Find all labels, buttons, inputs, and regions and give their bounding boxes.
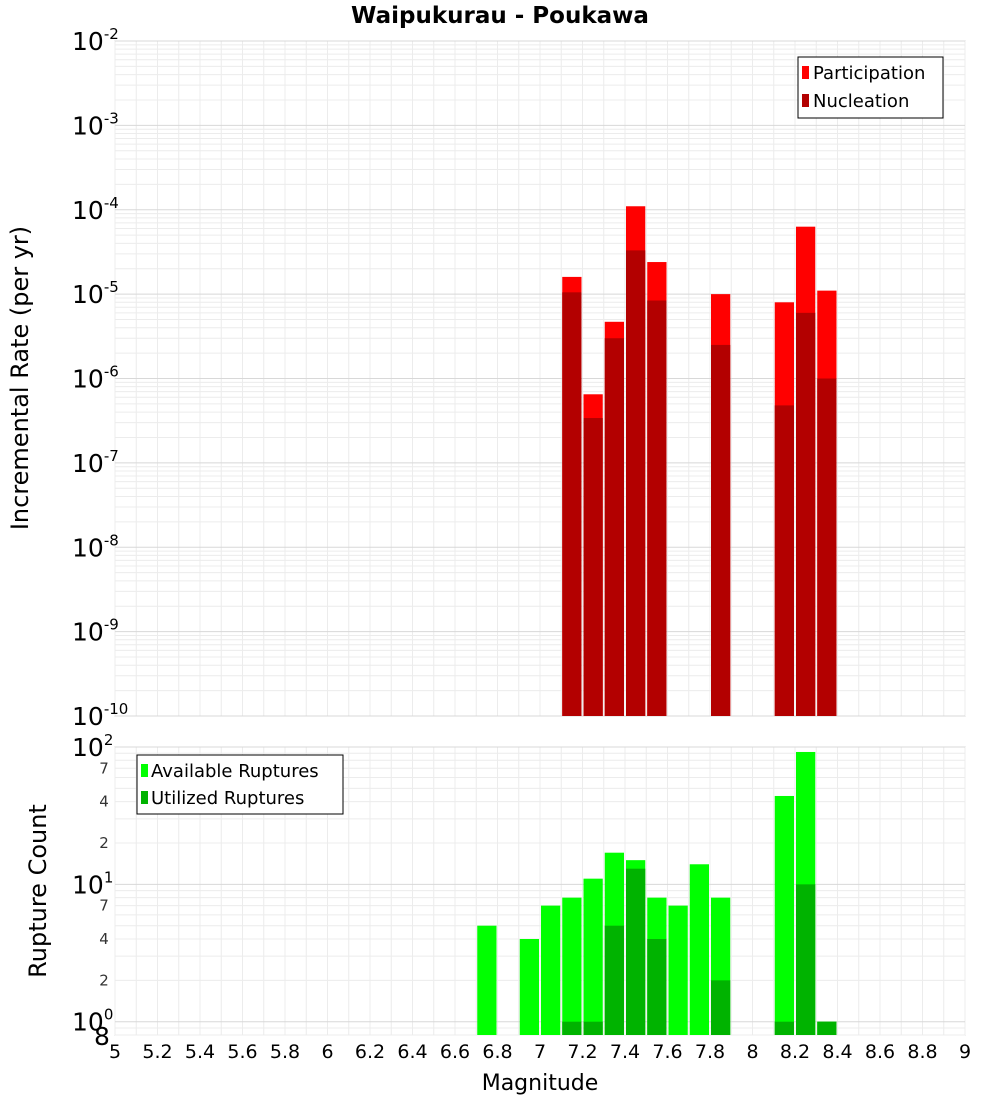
rate-y-tick-label: 10-10 [72, 700, 128, 731]
rate-y-tick-label: 10-5 [72, 278, 119, 309]
utilized-ruptures-bar [774, 1021, 794, 1035]
x-tick-label: 5.8 [270, 1041, 300, 1063]
utilized-ruptures-bar [647, 939, 667, 1035]
x-tick-label: 8 [746, 1041, 758, 1063]
rate-y-tick-label: 10-8 [72, 531, 119, 562]
x-tick-label: 7.4 [610, 1041, 640, 1063]
utilized-ruptures-bar [817, 1021, 837, 1035]
nucleation-bar [774, 405, 794, 716]
count-y-axis-label: Rupture Count [24, 804, 52, 978]
x-tick-label: 8.8 [907, 1041, 937, 1063]
count-plot-x-ticks: 5 5.2 5.4 5.6 5.8 6 6.2 6.4 6.6 6.8 7 7.2 7.4 7.6 7.8 8… [109, 1041, 971, 1063]
count-y-minor-label: 2 [99, 834, 109, 852]
available-ruptures-bar [541, 905, 561, 1035]
x-tick-label: 6.6 [440, 1041, 470, 1063]
count-y-minor-label: 2 [99, 971, 109, 989]
utilized-ruptures-bar [711, 980, 731, 1035]
count-y-minor-label: 8 [94, 1022, 110, 1051]
legend-swatch-nucleation [802, 94, 809, 107]
rate-plot: 10-10 10-9 10-8 10-7 10-6 10-5 10-4 10-3 10-2 In… [6, 25, 966, 731]
count-y-minor-label: 4 [99, 793, 109, 811]
x-tick-label: 7 [534, 1041, 546, 1063]
utilized-ruptures-bar [583, 1021, 603, 1035]
count-plot-grid [114, 746, 966, 1036]
count-y-decade-label: 100 [72, 1006, 113, 1037]
nucleation-bar [583, 418, 603, 716]
x-tick-label: 5.6 [227, 1041, 257, 1063]
x-tick-label: 6.2 [355, 1041, 385, 1063]
x-tick-label: 7.8 [695, 1041, 725, 1063]
nucleation-bar [711, 344, 731, 716]
legend-swatch-participation [802, 66, 809, 79]
rate-plot-y-ticks: 10-10 10-9 10-8 10-7 10-6 10-5 10-4 10-3 10-2 [72, 25, 128, 731]
nucleation-bar [796, 312, 816, 716]
x-tick-label: 6 [321, 1041, 333, 1063]
rate-y-tick-label: 10-2 [72, 25, 119, 56]
x-axis-label: Magnitude [482, 1071, 599, 1096]
legend-label-participation: Participation [813, 63, 925, 84]
count-plot-y-ticks: 100 101 102 8 2 4 7 2 4 7 [72, 731, 113, 1051]
chart-title: Waipukurau - Poukawa [351, 3, 649, 29]
rate-y-axis-label: Incremental Rate (per yr) [6, 226, 34, 530]
count-legend-box [136, 754, 344, 815]
legend-label-utilized: Utilized Ruptures [151, 788, 304, 809]
available-ruptures-bar [562, 897, 582, 1035]
x-tick-label: 5.4 [185, 1041, 215, 1063]
utilized-ruptures-bar [562, 1021, 582, 1035]
x-tick-label: 8.2 [780, 1041, 810, 1063]
rate-legend: Participation Nucleation [797, 56, 944, 119]
available-ruptures-bar [477, 925, 497, 1035]
available-ruptures-bar [583, 878, 603, 1035]
utilized-ruptures-bar [626, 868, 646, 1035]
x-tick-label: 9 [959, 1041, 971, 1063]
x-tick-label: 8.6 [865, 1041, 895, 1063]
nucleation-bar [604, 338, 624, 716]
rate-legend-box [797, 56, 944, 119]
count-y-decade-label: 101 [72, 868, 113, 899]
x-tick-label: 6.4 [397, 1041, 427, 1063]
count-plot: 100 101 102 8 2 4 7 2 4 7 5 5.2 5.4 5.6 5.8 6 6.2 6.4 6.6… [24, 731, 971, 1096]
rate-y-tick-label: 10-9 [72, 616, 119, 647]
x-tick-label: 7.6 [652, 1041, 682, 1063]
utilized-ruptures-bar [604, 925, 624, 1035]
x-tick-label: 7.2 [567, 1041, 597, 1063]
x-tick-label: 5 [109, 1041, 121, 1063]
available-ruptures-bar [668, 905, 688, 1035]
legend-swatch-utilized [141, 791, 148, 804]
count-plot-bars [477, 751, 837, 1035]
x-tick-label: 6.8 [482, 1041, 512, 1063]
count-y-minor-label: 4 [99, 930, 109, 948]
legend-swatch-available [141, 764, 148, 777]
rate-y-tick-label: 10-3 [72, 109, 119, 140]
available-ruptures-bar [774, 795, 794, 1035]
available-ruptures-bar [519, 939, 539, 1035]
x-tick-label: 5.2 [142, 1041, 172, 1063]
rate-plot-bars [562, 206, 837, 717]
nucleation-bar [647, 300, 667, 716]
count-legend: Available Ruptures Utilized Ruptures [136, 754, 344, 815]
utilized-ruptures-bar [796, 884, 816, 1035]
legend-label-available: Available Ruptures [151, 761, 319, 782]
available-ruptures-bar [689, 864, 709, 1035]
legend-label-nucleation: Nucleation [813, 91, 909, 112]
rate-y-tick-label: 10-4 [72, 194, 119, 225]
count-y-minor-label: 7 [99, 759, 109, 777]
rate-plot-grid [114, 40, 966, 717]
nucleation-bar [562, 292, 582, 716]
count-y-decade-label: 102 [72, 731, 113, 762]
x-tick-label: 8.4 [822, 1041, 852, 1063]
rate-y-tick-label: 10-7 [72, 447, 119, 478]
nucleation-bar [626, 250, 646, 717]
nucleation-bar [817, 378, 837, 716]
count-y-minor-label: 7 [99, 897, 109, 915]
rate-y-tick-label: 10-6 [72, 363, 119, 394]
